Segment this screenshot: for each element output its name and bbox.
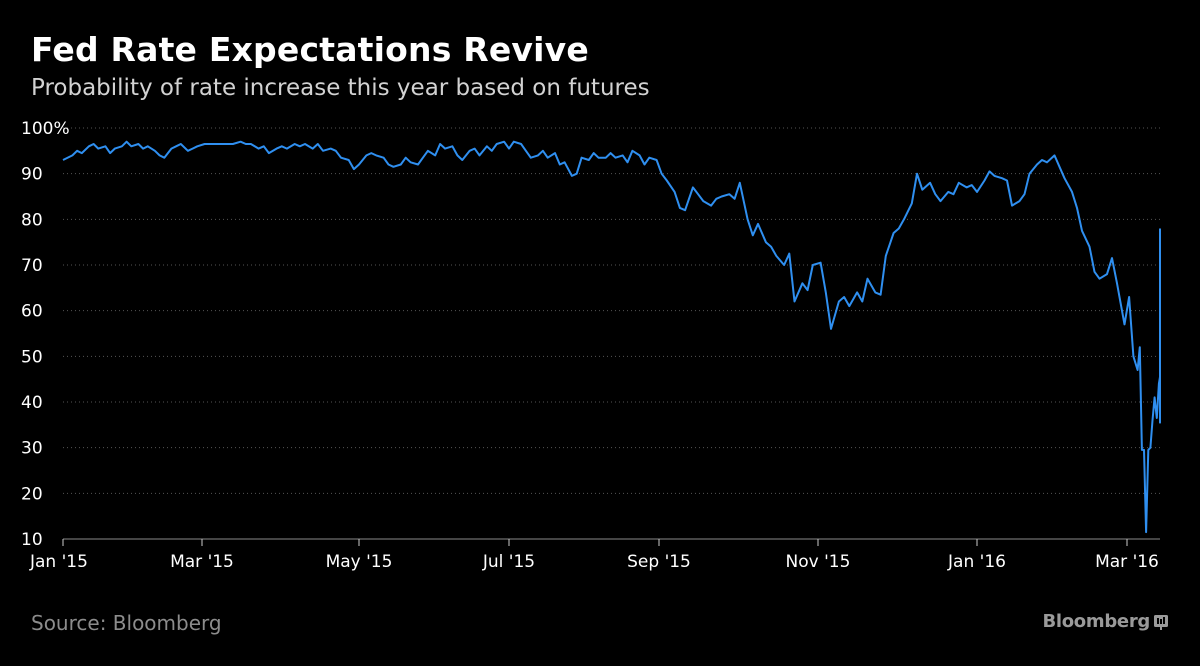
y-tick-label: 60: [21, 302, 43, 322]
grid-lines: [63, 127, 1160, 540]
y-tick-label: 40: [21, 393, 43, 413]
y-axis-ticks: 100% 90 80 70 60 50 40 30 20 10: [21, 119, 70, 550]
probability-series-line: [62, 140, 1161, 534]
x-tick-label: Jan '15: [29, 552, 88, 572]
chart-subtitle: Probability of rate increase this year b…: [31, 75, 650, 101]
x-tick-label: Mar '15: [170, 552, 234, 572]
y-tick-label: 100%: [21, 119, 70, 139]
y-tick-label: 70: [21, 256, 43, 276]
x-tick-label: Jul '15: [482, 552, 535, 572]
y-tick-label: 50: [21, 347, 43, 367]
x-tick-label: Sep '15: [627, 552, 691, 572]
source-note: Source: Bloomberg: [31, 611, 222, 635]
y-tick-label: 20: [21, 484, 43, 504]
bloomberg-terminal-icon: [1154, 615, 1168, 630]
y-tick-label: 80: [21, 210, 43, 230]
line-chart: 100% 90 80 70 60 50 40 30 20 10 Jan '15 Mar '15 May…: [21, 119, 1161, 572]
x-tick-label: Mar '16: [1095, 552, 1159, 572]
brand-logo-text: Bloomberg: [1042, 611, 1150, 632]
x-tick-label: Nov '15: [786, 552, 851, 572]
x-axis-ticks: Jan '15 Mar '15 May '15 Jul '15 Sep '15 Nov '…: [29, 539, 1159, 572]
x-tick-label: Jan '16: [947, 552, 1006, 572]
y-tick-label: 30: [21, 439, 43, 459]
y-tick-label: 90: [21, 165, 43, 185]
y-tick-label: 10: [21, 530, 43, 550]
x-tick-label: May '15: [326, 552, 393, 572]
chart-title: Fed Rate Expectations Revive: [31, 30, 589, 69]
